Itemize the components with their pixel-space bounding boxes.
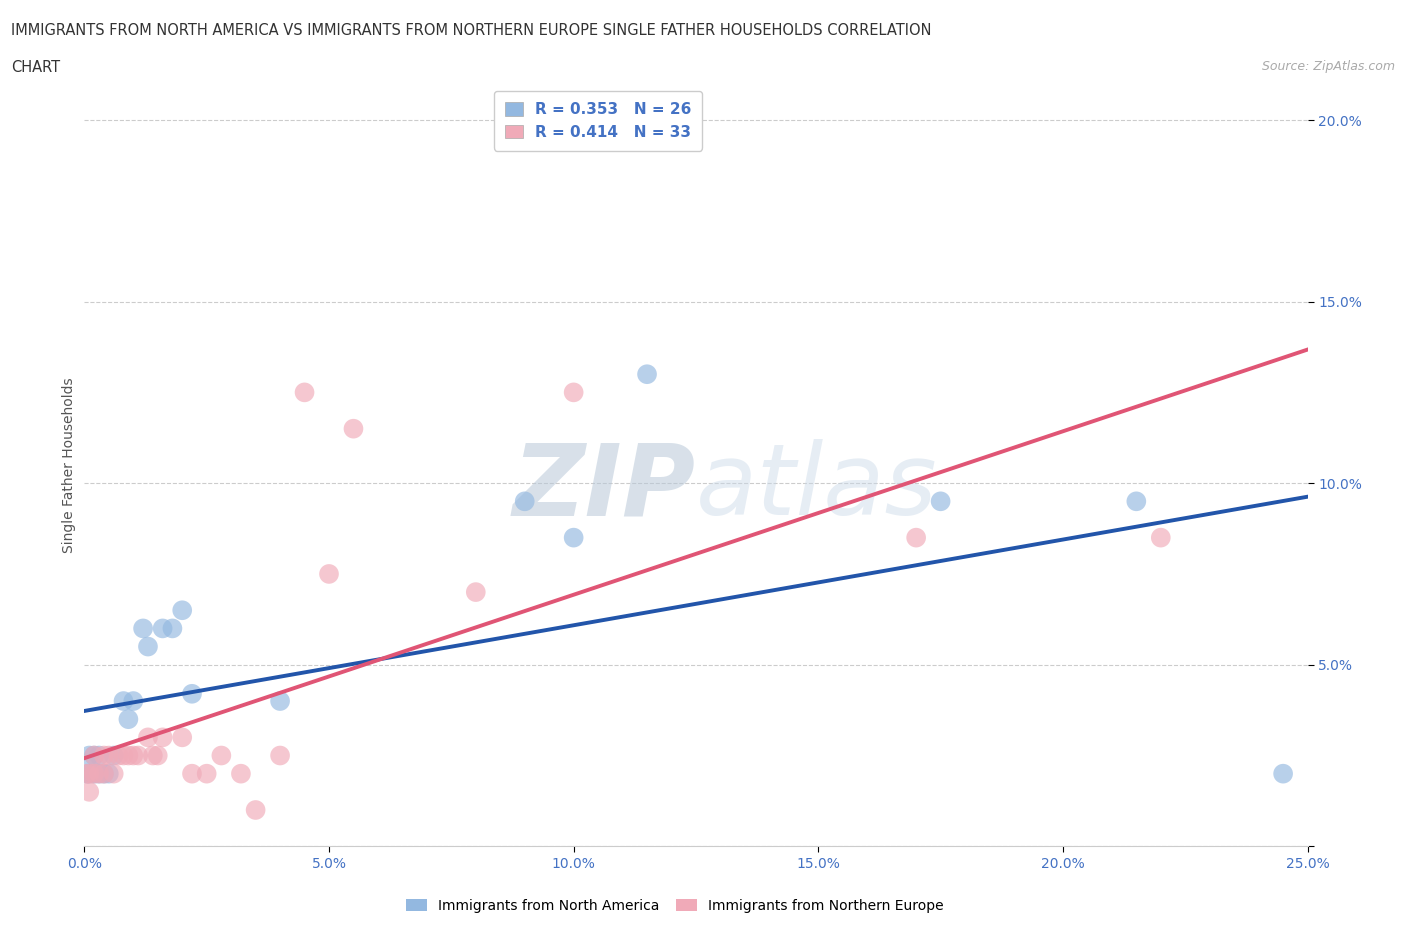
Point	[245, 803, 267, 817]
Point	[93, 766, 115, 781]
Text: ZIP: ZIP	[513, 439, 696, 537]
Point	[181, 766, 204, 781]
Point	[112, 748, 135, 763]
Point	[107, 748, 129, 763]
Point	[83, 766, 105, 781]
Point	[136, 730, 159, 745]
Point	[117, 748, 139, 763]
Point	[77, 784, 100, 799]
Point	[513, 494, 536, 509]
Point	[269, 694, 291, 709]
Y-axis label: Single Father Households: Single Father Households	[62, 378, 76, 552]
Point	[76, 766, 98, 781]
Text: atlas: atlas	[696, 439, 938, 537]
Point	[93, 748, 115, 763]
Point	[103, 766, 125, 781]
Point	[142, 748, 165, 763]
Point	[97, 766, 120, 781]
Point	[181, 686, 204, 701]
Point	[117, 711, 139, 726]
Point	[83, 766, 105, 781]
Point	[209, 748, 232, 763]
Point	[132, 621, 155, 636]
Point	[562, 530, 585, 545]
Point	[103, 748, 125, 763]
Point	[87, 766, 110, 781]
Point	[905, 530, 928, 545]
Point	[152, 730, 174, 745]
Point	[83, 748, 105, 763]
Point	[127, 748, 149, 763]
Text: CHART: CHART	[11, 60, 60, 75]
Point	[122, 694, 145, 709]
Point	[195, 766, 218, 781]
Text: Source: ZipAtlas.com: Source: ZipAtlas.com	[1261, 60, 1395, 73]
Point	[83, 748, 105, 763]
Point	[162, 621, 184, 636]
Point	[1150, 530, 1173, 545]
Point	[269, 748, 291, 763]
Point	[464, 585, 486, 600]
Point	[152, 621, 174, 636]
Point	[172, 603, 194, 618]
Text: IMMIGRANTS FROM NORTH AMERICA VS IMMIGRANTS FROM NORTHERN EUROPE SINGLE FATHER H: IMMIGRANTS FROM NORTH AMERICA VS IMMIGRA…	[11, 23, 932, 38]
Point	[87, 766, 110, 781]
Point	[77, 766, 100, 781]
Point	[342, 421, 364, 436]
Point	[93, 766, 115, 781]
Point	[97, 748, 120, 763]
Point	[1125, 494, 1147, 509]
Point	[172, 730, 194, 745]
Legend: R = 0.353   N = 26, R = 0.414   N = 33: R = 0.353 N = 26, R = 0.414 N = 33	[494, 91, 702, 151]
Point	[122, 748, 145, 763]
Legend: Immigrants from North America, Immigrants from Northern Europe: Immigrants from North America, Immigrant…	[401, 894, 949, 919]
Point	[87, 748, 110, 763]
Point	[562, 385, 585, 400]
Point	[294, 385, 316, 400]
Point	[112, 694, 135, 709]
Point	[1272, 766, 1295, 781]
Point	[77, 748, 100, 763]
Point	[136, 639, 159, 654]
Point	[636, 366, 658, 381]
Point	[929, 494, 952, 509]
Point	[318, 566, 340, 581]
Point	[229, 766, 252, 781]
Point	[76, 766, 98, 781]
Point	[77, 766, 100, 781]
Point	[146, 748, 169, 763]
